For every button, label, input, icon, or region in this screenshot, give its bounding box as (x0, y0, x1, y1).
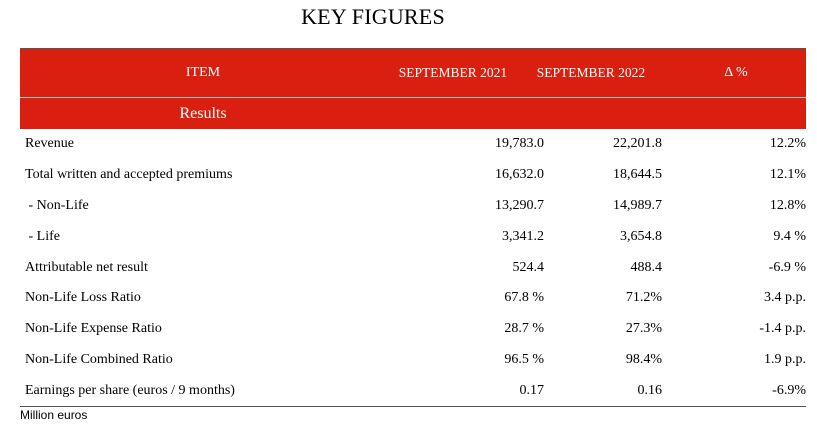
row-value-2021: 3,341.2 (502, 228, 544, 244)
page-title: KEY FIGURES (301, 4, 445, 29)
row-label: - Non-Life (25, 197, 89, 213)
row-delta: 12.8% (769, 197, 806, 213)
table-row: Earnings per share (euros / 9 months) 0.… (20, 376, 806, 407)
row-value-2021: 0.17 (519, 383, 545, 399)
row-value-2022: 22,201.8 (613, 136, 662, 151)
row-label: Earnings per share (euros / 9 months) (25, 383, 235, 399)
table-body: Revenue 19,783.0 22,201.8 12.2% Total wr… (20, 129, 806, 407)
row-label: Revenue (25, 136, 74, 151)
row-delta: 3.4 p.p. (764, 290, 806, 306)
row-value-2022: 27.3% (625, 321, 662, 337)
row-label: Non-Life Expense Ratio (25, 321, 162, 337)
table-row: Non-Life Combined Ratio 96.5 % 98.4% 1.9… (20, 345, 806, 376)
row-delta: -6.9 % (768, 259, 806, 275)
row-value-2022: 488.4 (630, 259, 663, 275)
row-delta: 12.2% (769, 136, 806, 151)
section-results: Results (179, 105, 227, 122)
header-item: ITEM (185, 65, 221, 80)
top-rule (20, 48, 806, 49)
row-delta: -6.9% (772, 383, 806, 399)
table-row: Attributable net result 524.4 488.4 -6.9… (20, 253, 806, 284)
table-row: Total written and accepted premiums 16,6… (20, 160, 806, 191)
row-value-2021: 16,632.0 (495, 166, 544, 182)
header-divider (20, 97, 806, 98)
row-value-2022: 3,654.8 (620, 228, 662, 244)
row-value-2021: 19,783.0 (495, 136, 544, 151)
row-delta: 1.9 p.p. (764, 352, 806, 368)
header-delta: Δ % (724, 65, 748, 80)
row-value-2022: 71.2% (625, 290, 662, 306)
table-row: Non-Life Loss Ratio 67.8 % 71.2% 3.4 p.p… (20, 283, 806, 314)
row-delta: -1.4 p.p. (759, 321, 806, 337)
row-value-2021: 13,290.7 (495, 197, 544, 213)
row-value-2022: 14,989.7 (613, 197, 662, 213)
table-row: - Life 3,341.2 3,654.8 9.4 % (20, 222, 807, 253)
row-label: Non-Life Loss Ratio (25, 290, 141, 306)
header-september-2021: SEPTEMBER 2021 (398, 65, 508, 80)
row-value-2021: 524.4 (512, 259, 545, 275)
row-delta: 9.4 % (773, 228, 806, 244)
footnote-units: Million euros (20, 408, 88, 422)
row-delta: 12.1% (769, 166, 806, 182)
table-row: Revenue 19,783.0 22,201.8 12.2% (20, 129, 806, 160)
row-label: Total written and accepted premiums (25, 166, 233, 182)
row-label: Attributable net result (25, 259, 148, 275)
row-value-2022: 18,644.5 (613, 166, 662, 182)
row-label: - Life (25, 228, 60, 244)
row-value-2022: 0.16 (637, 383, 663, 399)
row-label: Non-Life Combined Ratio (25, 352, 173, 368)
table-header: ITEM SEPTEMBER 2021 SEPTEMBER 2022 Δ % R… (20, 49, 806, 129)
bottom-rule (20, 406, 806, 407)
table-row: Non-Life Expense Ratio 28.7 % 27.3% -1.4… (20, 314, 806, 345)
table-row: - Non-Life 13,290.7 14,989.7 12.8% (20, 191, 807, 222)
row-value-2022: 98.4% (625, 352, 662, 368)
header-september-2022: SEPTEMBER 2022 (536, 65, 646, 80)
row-value-2021: 28.7 % (504, 321, 544, 337)
row-value-2021: 67.8 % (504, 290, 544, 306)
row-value-2021: 96.5 % (504, 352, 544, 368)
